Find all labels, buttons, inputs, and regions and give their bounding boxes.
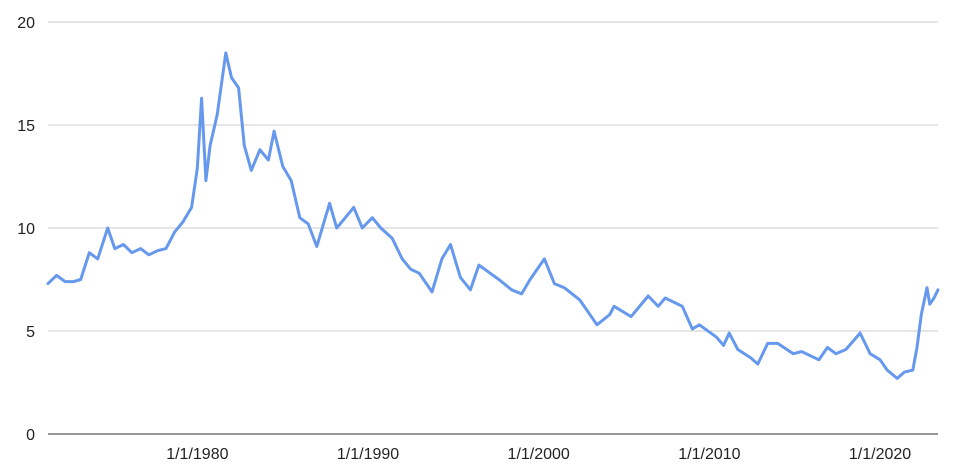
x-tick-label: 1/1/1990 [337,446,399,463]
x-tick-label: 1/1/2010 [678,446,740,463]
series-layer [46,51,940,380]
y-tick-label: 15 [17,118,35,135]
y-tick-label: 5 [26,324,35,341]
y-tick-label: 0 [26,427,35,444]
x-tick-label: 1/1/1980 [166,446,228,463]
gridlines [48,21,938,332]
x-tick-label: 1/1/2000 [508,446,570,463]
y-tick-label: 20 [17,15,35,32]
series-line-0 [46,51,940,380]
y-axis-tick-labels: 0 5 10 15 20 [17,15,35,444]
x-axis-tick-labels: 1/1/1980 1/1/1990 1/1/2000 1/1/2010 1/1/2020 [166,446,911,463]
y-tick-label: 10 [17,221,35,238]
x-tick-label: 1/1/2020 [849,446,911,463]
